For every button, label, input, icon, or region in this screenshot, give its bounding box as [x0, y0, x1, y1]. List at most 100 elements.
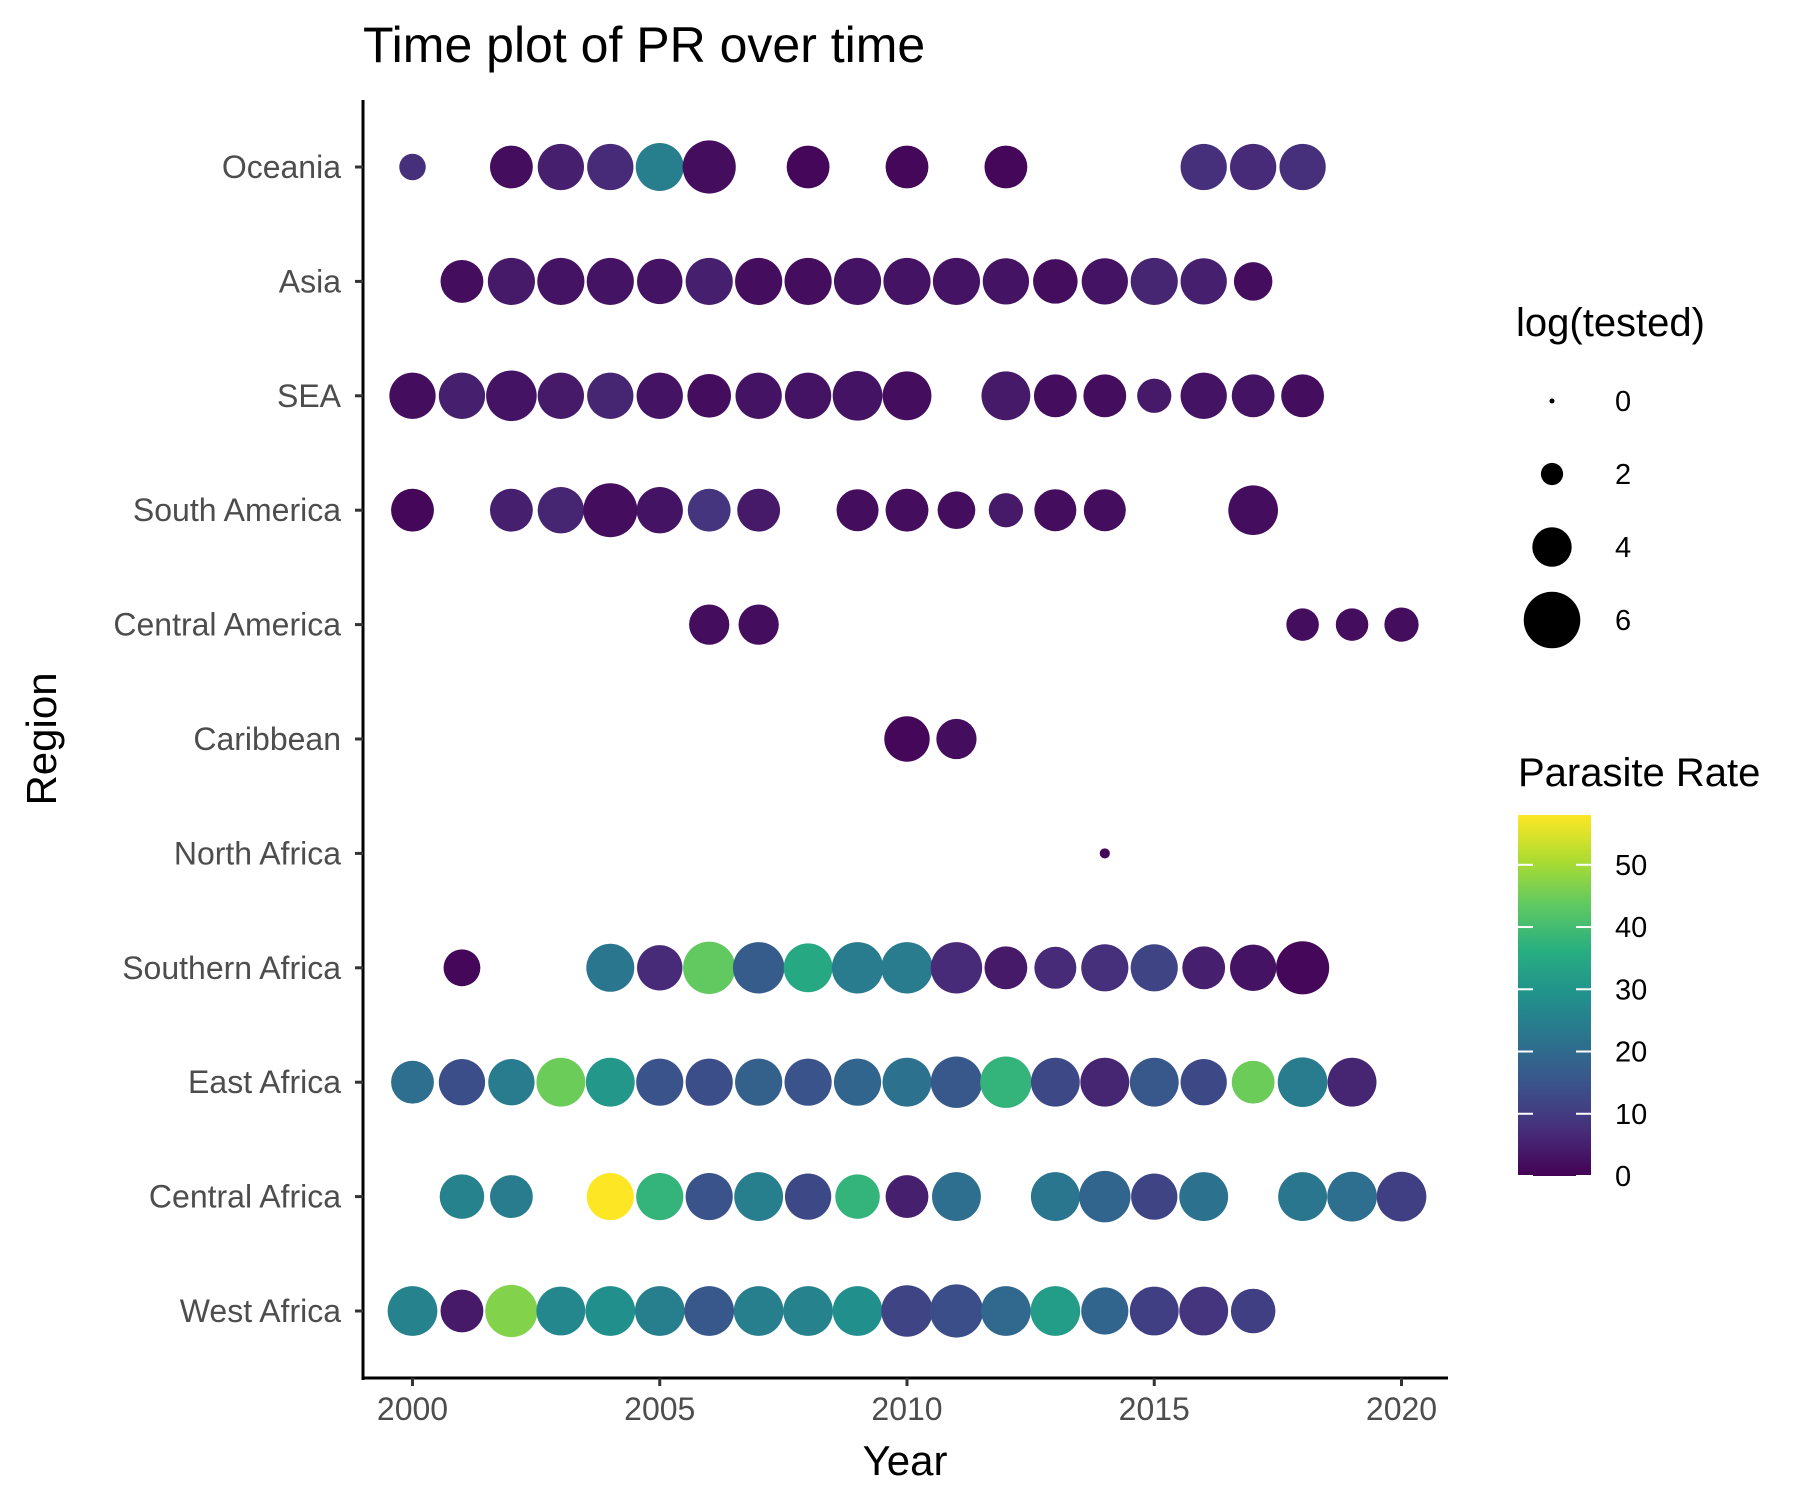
- data-point: [1179, 1172, 1229, 1222]
- data-point: [1034, 946, 1077, 989]
- data-point: [636, 1173, 684, 1221]
- y-axis-title: Region: [18, 672, 65, 805]
- data-point: [932, 257, 981, 305]
- data-point: [783, 943, 833, 993]
- data-point: [1034, 489, 1077, 532]
- y-tick-label: Southern Africa: [122, 950, 341, 986]
- data-point: [439, 1174, 485, 1219]
- data-point: [489, 1175, 533, 1219]
- data-point: [583, 483, 638, 538]
- data-point: [735, 257, 783, 305]
- data-point: [1099, 848, 1110, 859]
- color-bar: [1518, 815, 1591, 1176]
- x-axis-title: Year: [863, 1437, 948, 1484]
- y-tick-label: South America: [133, 492, 341, 528]
- data-point: [735, 1058, 783, 1106]
- data-point: [634, 1286, 685, 1336]
- data-point: [1083, 374, 1127, 418]
- size-legend-label: 0: [1615, 386, 1631, 418]
- data-point: [1384, 607, 1419, 642]
- data-point: [885, 145, 929, 189]
- data-point: [636, 1058, 684, 1106]
- data-point: [689, 604, 730, 645]
- data-point: [489, 145, 533, 189]
- size-legend-title: log(tested): [1516, 301, 1705, 345]
- data-point: [738, 604, 779, 645]
- data-point: [981, 1286, 1031, 1336]
- data-point: [833, 257, 882, 305]
- y-tick-label: Central Africa: [149, 1179, 341, 1215]
- data-point: [832, 370, 883, 421]
- data-point: [687, 373, 732, 418]
- data-point: [982, 258, 1030, 305]
- data-point: [1129, 1057, 1179, 1107]
- data-point: [833, 1058, 882, 1106]
- data-point: [1180, 258, 1227, 305]
- data-point: [1335, 608, 1369, 641]
- data-point: [980, 1056, 1032, 1108]
- data-point: [832, 1286, 883, 1336]
- data-point: [884, 716, 930, 762]
- y-tick-label: North Africa: [174, 835, 341, 871]
- data-point: [1030, 1286, 1081, 1336]
- data-point: [1080, 1057, 1130, 1107]
- data-point: [784, 1173, 832, 1220]
- data-point: [391, 1060, 434, 1104]
- y-tick-label: Central America: [113, 607, 341, 643]
- y-tick-label: Oceania: [222, 149, 341, 185]
- data-point: [883, 257, 931, 305]
- data-point: [485, 1284, 538, 1338]
- data-point: [932, 1172, 981, 1222]
- color-legend: Parasite Rate 0 10 20 30 40 50: [1518, 751, 1760, 1193]
- data-point: [981, 371, 1031, 421]
- size-legend-label: 2: [1615, 459, 1631, 491]
- data-point: [930, 942, 983, 994]
- data-point: [1276, 941, 1330, 995]
- data-point: [1228, 485, 1279, 536]
- data-point: [586, 1173, 634, 1221]
- size-legend-key: [1532, 527, 1572, 567]
- y-axis-ticks: West Africa Central Africa East Africa Sout…: [113, 149, 363, 1329]
- data-point: [1230, 143, 1277, 191]
- data-point: [586, 257, 634, 305]
- data-point: [389, 372, 436, 419]
- data-point: [1129, 1286, 1179, 1336]
- data-point: [881, 942, 933, 994]
- data-point: [1180, 372, 1227, 419]
- data-point: [1131, 1173, 1178, 1220]
- data-point: [683, 941, 736, 994]
- color-legend-label: 20: [1615, 1037, 1647, 1069]
- data-point: [831, 942, 884, 994]
- data-point: [443, 949, 481, 987]
- data-point: [685, 257, 733, 305]
- data-point: [399, 153, 426, 181]
- data-point: [1180, 1059, 1227, 1106]
- size-legend: log(tested) 0 2 4 6: [1516, 301, 1705, 649]
- data-point: [487, 257, 535, 305]
- color-legend-label: 10: [1615, 1099, 1647, 1131]
- data-point: [438, 372, 486, 419]
- data-point: [1231, 1060, 1275, 1104]
- data-point: [937, 491, 976, 530]
- data-point: [537, 372, 584, 419]
- data-point: [440, 1289, 484, 1333]
- x-tick-label: 2005: [624, 1391, 695, 1427]
- data-point: [1179, 1286, 1229, 1336]
- data-point: [881, 1285, 933, 1337]
- data-point: [438, 1059, 486, 1106]
- data-point: [835, 1174, 880, 1219]
- data-point: [735, 372, 782, 419]
- data-point: [732, 942, 785, 994]
- data-point: [930, 1056, 983, 1108]
- data-point: [687, 488, 731, 532]
- data-point: [537, 257, 585, 305]
- data-point: [682, 140, 736, 194]
- data-point: [637, 945, 683, 991]
- data-point: [685, 1058, 733, 1106]
- data-point: [1281, 374, 1325, 418]
- y-tick-label: West Africa: [180, 1293, 341, 1329]
- data-point: [1277, 1057, 1328, 1108]
- data-point: [783, 1286, 833, 1336]
- x-tick-label: 2015: [1119, 1391, 1190, 1427]
- y-tick-label: Asia: [279, 263, 341, 299]
